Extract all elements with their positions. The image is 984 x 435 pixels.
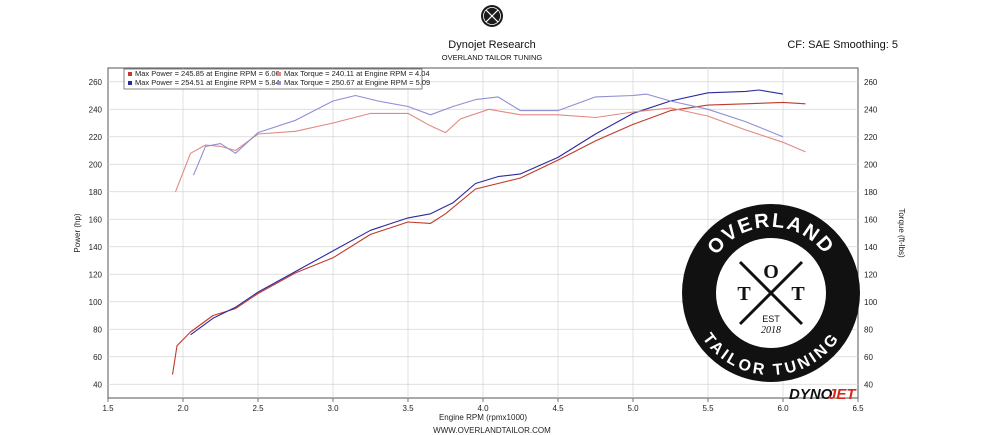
y-tick-label: 260 bbox=[89, 78, 103, 87]
svg-text:T: T bbox=[791, 283, 805, 305]
grid-lines bbox=[108, 68, 858, 398]
y-tick-label: 60 bbox=[93, 353, 102, 362]
y2-tick-label: 260 bbox=[864, 78, 878, 87]
y-tick-label: 240 bbox=[89, 105, 103, 114]
torque-run-1-line bbox=[174, 107, 806, 192]
legend-item-torque-2: Max Torque = 250.67 at Engine RPM = 5.09 bbox=[284, 78, 430, 87]
footer-website: WWW.OVERLANDTAILOR.COM bbox=[433, 426, 551, 435]
legend-swatch-torque-1 bbox=[277, 72, 281, 76]
legend-swatch-power-2 bbox=[128, 81, 132, 85]
dynojet-logo-text-1: DYNO bbox=[789, 386, 833, 403]
badge-est: EST bbox=[762, 314, 780, 324]
x-tick-label: 4.0 bbox=[477, 404, 489, 413]
svg-text:O: O bbox=[763, 261, 779, 283]
y2-tick-label: 100 bbox=[864, 298, 878, 307]
x-tick-label: 2.0 bbox=[177, 404, 189, 413]
x-tick-label: 1.5 bbox=[102, 404, 114, 413]
y-tick-label: 220 bbox=[89, 133, 103, 142]
x-tick-label: 3.0 bbox=[327, 404, 339, 413]
torque-run-2-line bbox=[192, 93, 784, 176]
y2-tick-label: 140 bbox=[864, 243, 878, 252]
power-run-1-line bbox=[171, 101, 806, 375]
power-run-2-line bbox=[190, 89, 784, 336]
y2-tick-label: 240 bbox=[864, 105, 878, 114]
y2-tick-label: 160 bbox=[864, 215, 878, 224]
legend-swatch-power-1 bbox=[128, 72, 132, 76]
legend-swatch-torque-2 bbox=[277, 81, 281, 85]
y-tick-label: 100 bbox=[89, 298, 103, 307]
dynojet-logo-text-2: JET bbox=[828, 386, 857, 403]
x-tick-label: 5.5 bbox=[702, 404, 714, 413]
legend-item-power-2: Max Power = 254.51 at Engine RPM = 5.84 bbox=[135, 78, 280, 87]
x-axis-label: Engine RPM (rpmx1000) bbox=[439, 413, 527, 422]
series-lines bbox=[171, 89, 806, 375]
y-tick-label: 120 bbox=[89, 270, 103, 279]
x-tick-label: 3.5 bbox=[402, 404, 414, 413]
y-tick-label: 40 bbox=[93, 380, 102, 389]
badge-cross-tools-icon: T O T bbox=[737, 260, 805, 326]
legend-item-power-1: Max Power = 245.85 at Engine RPM = 6.06 bbox=[135, 69, 280, 78]
legend-item-torque-1: Max Torque = 240.11 at Engine RPM = 4.04 bbox=[284, 69, 430, 78]
y-tick-label: 80 bbox=[93, 325, 102, 334]
y-axis-label: Power (hp) bbox=[73, 213, 82, 252]
legend: Max Power = 245.85 at Engine RPM = 6.06 … bbox=[123, 68, 430, 90]
axis-ticks: 1.5 2.0 2.5 3.0 3.5 4.0 4.5 5.0 5.5 6.0 6.5 40 40 60 6… bbox=[89, 78, 878, 413]
badge-year: 2018 bbox=[761, 325, 781, 336]
y-tick-label: 200 bbox=[89, 160, 103, 169]
y2-tick-label: 80 bbox=[864, 325, 873, 334]
overland-badge-logo: OVERLAND TAILOR TUNING T O T EST 2018 bbox=[682, 204, 860, 382]
chart-subtitle: OVERLAND TAILOR TUNING bbox=[442, 53, 543, 62]
y-tick-label: 160 bbox=[89, 215, 103, 224]
y-tick-label: 180 bbox=[89, 188, 103, 197]
x-tick-label: 6.0 bbox=[777, 404, 789, 413]
y2-tick-label: 180 bbox=[864, 188, 878, 197]
y2-tick-label: 220 bbox=[864, 133, 878, 142]
x-tick-label: 5.0 bbox=[627, 404, 639, 413]
x-tick-label: 6.5 bbox=[852, 404, 864, 413]
y2-tick-label: 200 bbox=[864, 160, 878, 169]
chart-title: Dynojet Research bbox=[448, 39, 535, 51]
svg-text:T: T bbox=[737, 283, 751, 305]
settings-label: CF: SAE Smoothing: 5 bbox=[787, 39, 898, 51]
dynojet-logo: DYNO JET bbox=[789, 386, 857, 403]
y2-axis-label: Torque (ft-lbs) bbox=[897, 208, 906, 258]
y2-tick-label: 120 bbox=[864, 270, 878, 279]
y2-tick-label: 40 bbox=[864, 380, 873, 389]
y-tick-label: 140 bbox=[89, 243, 103, 252]
x-tick-label: 2.5 bbox=[252, 404, 264, 413]
y2-tick-label: 60 bbox=[864, 353, 873, 362]
x-tick-label: 4.5 bbox=[552, 404, 564, 413]
top-logo-icon bbox=[481, 5, 503, 27]
